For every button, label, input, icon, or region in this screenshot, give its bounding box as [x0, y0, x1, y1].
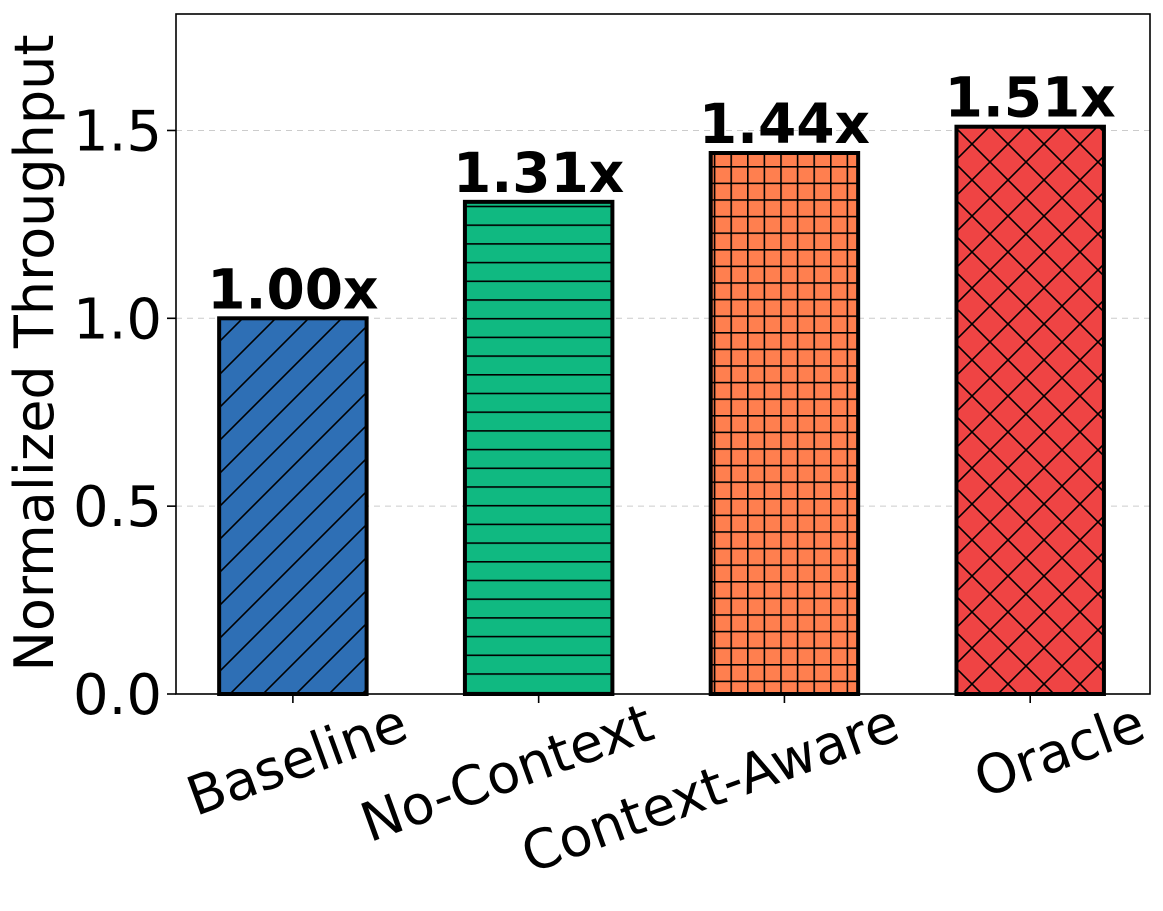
y-axis-title: Normalized Throughput [3, 34, 66, 671]
data-label: 1.00x [207, 257, 378, 321]
bar-oracle [954, 124, 1106, 697]
bar-hatch [956, 126, 1104, 695]
data-label: 1.44x [699, 92, 870, 156]
bar-no-context [462, 199, 615, 696]
bar-hatch [710, 153, 859, 695]
bar-hatch [464, 201, 613, 694]
y-tick-label: 1.5 [73, 99, 162, 164]
data-label: 1.31x [453, 141, 624, 205]
bars [217, 124, 1106, 697]
bar-baseline [217, 316, 369, 696]
y-tick-label: 0.0 [73, 663, 162, 728]
bar-context-aware [708, 151, 861, 696]
y-tick-label: 0.5 [73, 475, 162, 540]
plot-frame [175, 13, 1151, 695]
bar-hatch [219, 318, 367, 694]
gridlines [176, 129, 1150, 507]
data-label: 1.51x [945, 66, 1116, 130]
x-tick-label: Oracle [966, 691, 1153, 810]
y-tick-label: 1.0 [73, 287, 162, 352]
data-labels: 1.00x 1.31x 1.44x 1.51x [207, 66, 1116, 322]
